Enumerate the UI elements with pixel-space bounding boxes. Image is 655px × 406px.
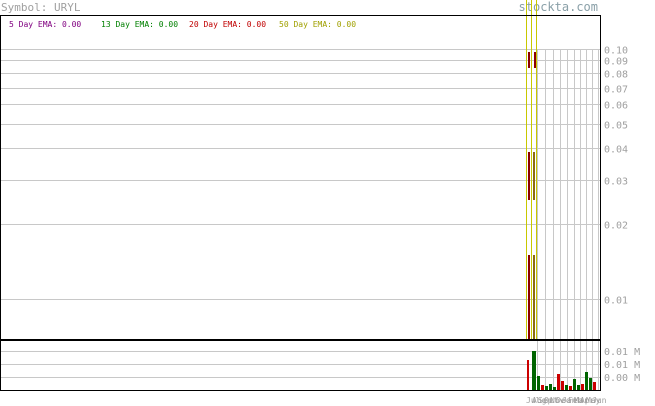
price-candle	[528, 152, 530, 200]
ema-legend-item: 50 Day EMA: 0.00	[279, 20, 356, 29]
date-tick-label: Sep	[538, 396, 553, 405]
volume-bar	[537, 376, 540, 390]
price-candle	[533, 255, 535, 340]
volume-bar	[557, 374, 560, 390]
ema-legend-item: 13 Day EMA: 0.00	[101, 20, 178, 29]
volume-bar	[585, 372, 588, 390]
ema-lines	[526, 0, 537, 340]
vertical-gridlines	[537, 49, 599, 390]
date-tick-label: Feb	[568, 396, 583, 405]
symbol-label: Symbol: URYL	[1, 1, 81, 14]
price-candle	[528, 255, 530, 340]
date-tick-label: Dec	[556, 396, 571, 405]
volume-bar	[532, 351, 536, 390]
volume-bar	[549, 384, 552, 390]
volume-bar	[553, 387, 556, 390]
price-tick-label: 0.06	[604, 101, 628, 112]
volume-bar	[541, 385, 544, 390]
volume-panel-frame	[0, 340, 601, 391]
volume-bar	[565, 385, 568, 390]
volume-gridlines	[1, 351, 600, 378]
price-candles	[528, 52, 536, 340]
price-candle	[528, 52, 530, 68]
price-candle	[533, 152, 535, 200]
date-tick-label: Apr	[580, 396, 595, 405]
date-tick-label: Mar	[574, 396, 589, 405]
volume-bar	[527, 360, 529, 390]
price-panel-frame	[0, 15, 601, 340]
date-tick-label: May	[586, 396, 601, 405]
volume-tick-label: 0.01 M	[604, 360, 640, 371]
price-tick-label: 0.08	[604, 70, 628, 81]
volume-tick-label: 0.00 M	[604, 373, 640, 384]
price-tick-label: 0.03	[604, 177, 628, 188]
ema-legend-item: 5 Day EMA: 0.00	[9, 20, 81, 29]
volume-bar	[561, 381, 564, 390]
volume-bar	[545, 386, 548, 390]
price-gridlines	[1, 49, 600, 300]
volume-bar	[573, 379, 576, 390]
price-tick-label: 0.05	[604, 121, 628, 132]
date-tick-label: Nov	[550, 396, 565, 405]
volume-bar	[593, 382, 596, 390]
date-tick-label: Oct	[544, 396, 559, 405]
volume-bar	[569, 386, 572, 390]
date-tick-label: Jul	[526, 396, 541, 405]
price-candle	[534, 52, 536, 68]
price-tick-label: 0.10	[604, 46, 628, 57]
price-tick-label: 0.09	[604, 57, 628, 68]
ema-legend-item: 20 Day EMA: 0.00	[189, 20, 266, 29]
ema-legend: 5 Day EMA: 0.00 13 Day EMA: 0.00 20 Day EM…	[9, 20, 356, 29]
price-tick-label: 0.02	[604, 221, 628, 232]
price-tick-label: 0.04	[604, 145, 628, 156]
price-tick-label: 0.07	[604, 85, 628, 96]
date-tick-label: Jun	[592, 396, 607, 405]
volume-bar	[577, 385, 580, 390]
volume-tick-label: 0.01 M	[604, 347, 640, 358]
price-axis-ticks: 0.100.09 0.08 0.07 0.06 0.05 0.04 0.03 0.02 0.01	[604, 46, 628, 307]
volume-bars	[527, 351, 596, 390]
date-tick-label: Aug	[532, 396, 547, 405]
volume-axis-ticks: 0.01 M 0.01 M 0.00 M	[604, 347, 640, 384]
date-tick-label: Jan	[562, 396, 577, 405]
volume-bar	[581, 384, 584, 390]
price-tick-label: 0.01	[604, 296, 628, 307]
brand-watermark: stockta.com	[519, 0, 598, 14]
volume-bar	[589, 378, 592, 390]
